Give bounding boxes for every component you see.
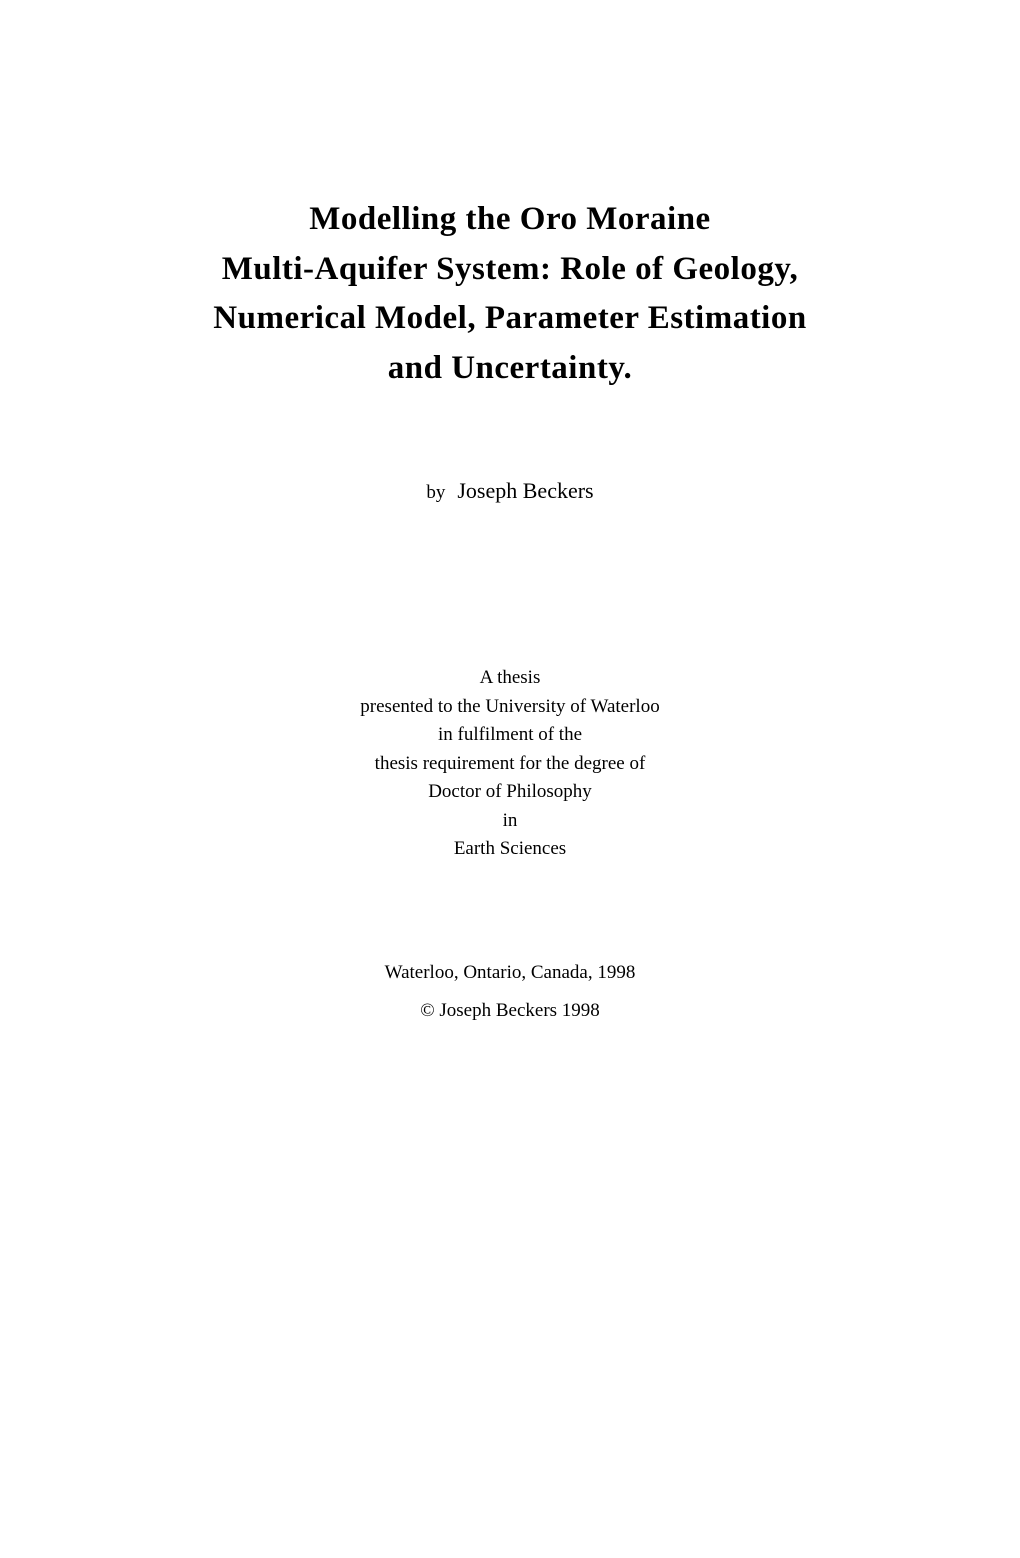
- thesis-title: Modelling the Oro Moraine Multi-Aquifer …: [80, 195, 940, 393]
- thesis-line-5: Doctor of Philosophy: [80, 778, 940, 807]
- title-line-3: Numerical Model, Parameter Estimation: [80, 294, 940, 344]
- title-line-4: and Uncertainty.: [80, 344, 940, 394]
- title-line-1: Modelling the Oro Moraine: [80, 195, 940, 245]
- author-name: Joseph Beckers: [457, 478, 593, 503]
- thesis-description: A thesis presented to the University of …: [80, 664, 940, 864]
- title-line-2: Multi-Aquifer System: Role of Geology,: [80, 245, 940, 295]
- author-block: by Joseph Beckers: [80, 478, 940, 504]
- thesis-line-6: in: [80, 807, 940, 836]
- footer-block: Waterloo, Ontario, Canada, 1998 © Joseph…: [80, 954, 940, 1030]
- copyright-notice: © Joseph Beckers 1998: [80, 992, 940, 1030]
- thesis-line-3: in fulfilment of the: [80, 721, 940, 750]
- thesis-line-4: thesis requirement for the degree of: [80, 750, 940, 779]
- by-label: by: [426, 482, 445, 503]
- thesis-line-1: A thesis: [80, 664, 940, 693]
- thesis-line-7: Earth Sciences: [80, 835, 940, 864]
- thesis-line-2: presented to the University of Waterloo: [80, 693, 940, 722]
- location-year: Waterloo, Ontario, Canada, 1998: [80, 954, 940, 992]
